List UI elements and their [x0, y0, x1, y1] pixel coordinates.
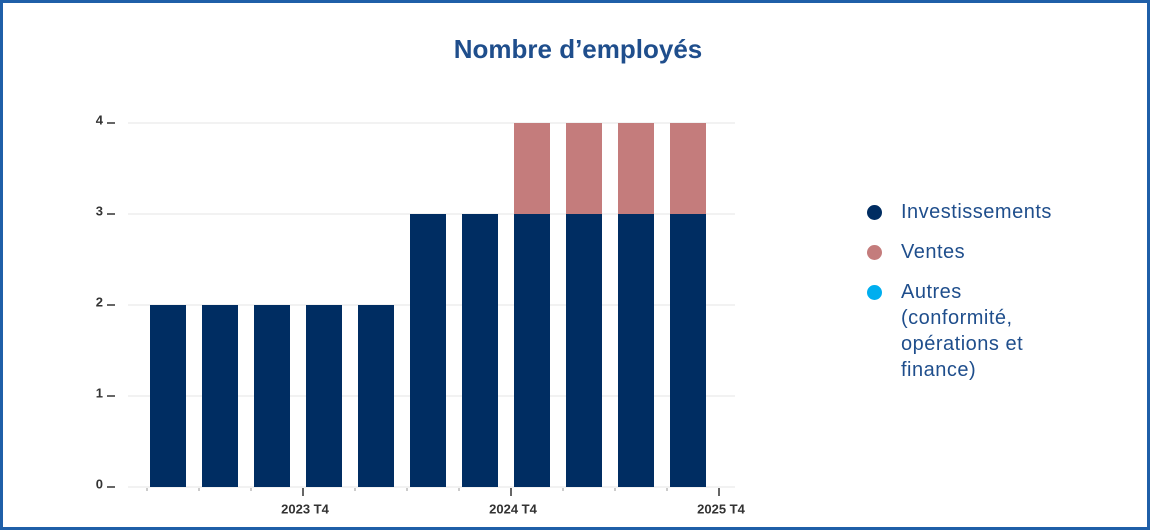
- bar-segment: [618, 214, 654, 487]
- bar-segment: [566, 214, 602, 487]
- legend-label: Investissements: [901, 201, 1052, 223]
- bar-segment: [514, 123, 550, 214]
- bar-segment: [566, 123, 602, 214]
- bar-segment: [670, 123, 706, 214]
- bar-segment: [358, 305, 394, 487]
- bar-segment: [306, 305, 342, 487]
- bar-segment: [150, 305, 186, 487]
- x-tick-label: 2023 T4: [281, 501, 329, 516]
- bar-segment: [410, 214, 446, 487]
- bar-segment: [462, 214, 498, 487]
- legend-label: Autres (conformité, opérations et financ…: [901, 281, 1024, 381]
- x-tick-label: 2024 T4: [489, 501, 537, 516]
- chart-title: Nombre d’employés: [454, 34, 703, 64]
- legend-item: Investissements: [865, 199, 1105, 225]
- y-tick-label: 2: [96, 294, 103, 309]
- legend: Investissements Ventes Autres (conformité,…: [865, 199, 1105, 397]
- legend-label: Ventes: [901, 241, 966, 263]
- y-tick-label: 4: [96, 112, 104, 127]
- x-tick-label: 2025 T4: [697, 501, 745, 516]
- legend-swatch: [867, 245, 882, 260]
- bar-segment: [670, 214, 706, 487]
- bar-segment: [618, 123, 654, 214]
- y-tick-label: 1: [96, 385, 103, 400]
- legend-item: Ventes: [865, 239, 1105, 265]
- legend-swatch: [867, 205, 882, 220]
- chart: Nombre d’employés 0 1 2 3 4 2023 T4 2024 T4 202…: [96, 34, 746, 517]
- y-tick-label: 3: [96, 203, 103, 218]
- y-tick-label: 0: [96, 476, 103, 491]
- bar-segment: [202, 305, 238, 487]
- legend-item: Autres (conformité, opérations et financ…: [865, 279, 1051, 383]
- bar-segment: [514, 214, 550, 487]
- bar-segment: [254, 305, 290, 487]
- legend-swatch: [867, 285, 882, 300]
